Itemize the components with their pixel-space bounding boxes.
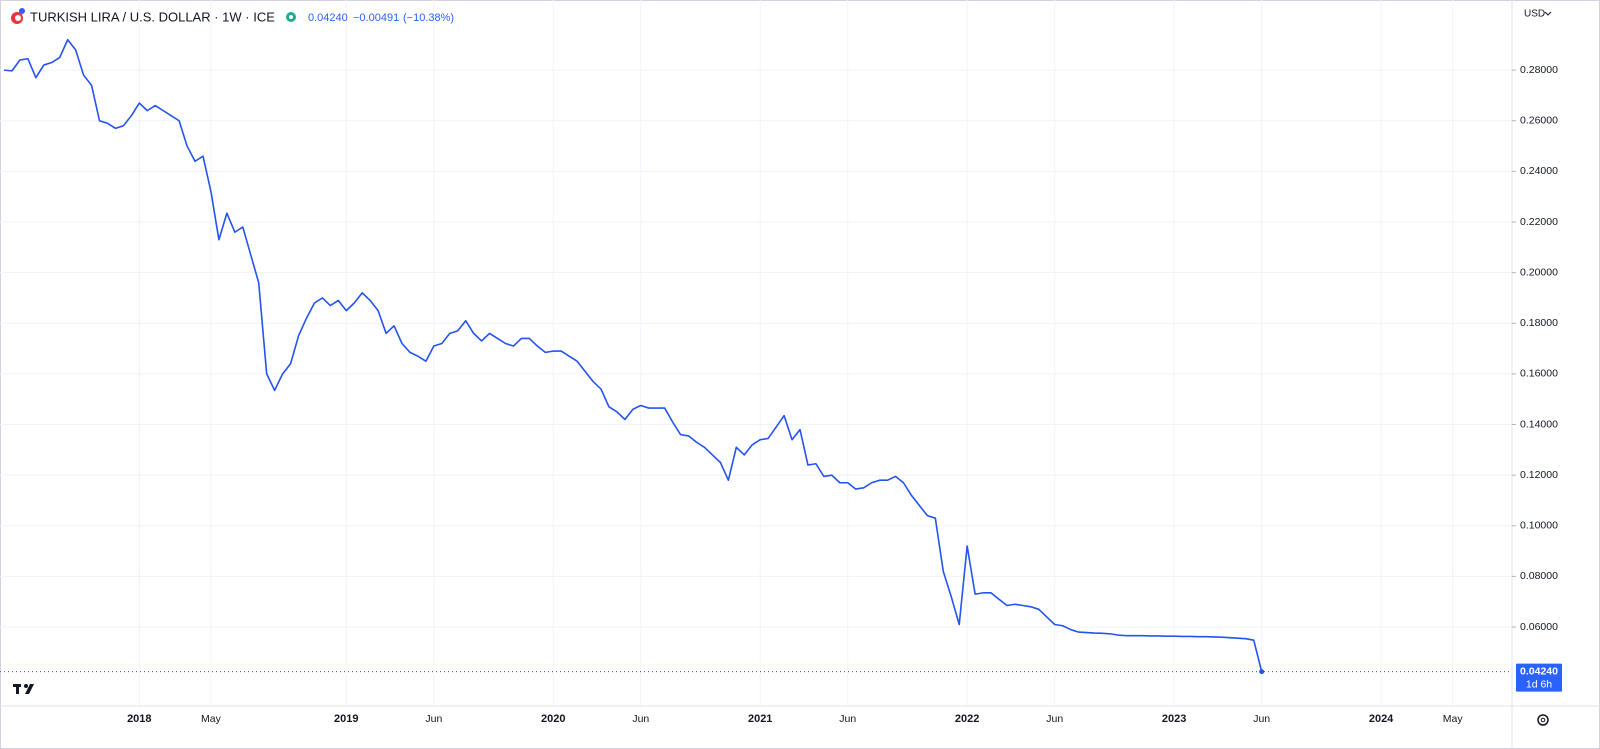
x-tick-label: 2024 xyxy=(1369,713,1394,725)
y-tick-label: 0.08000 xyxy=(1520,570,1558,582)
x-tick-label: Jun xyxy=(425,713,442,725)
header-price: 0.04240 xyxy=(308,12,348,24)
tv-logo xyxy=(13,684,34,694)
y-tick-label: 0.24000 xyxy=(1520,165,1558,177)
x-tick-label: 2019 xyxy=(334,713,358,725)
y-tick-label: 0.06000 xyxy=(1520,621,1558,633)
currency-caret[interactable] xyxy=(1544,11,1552,16)
symbol-logo xyxy=(11,8,25,24)
x-tick-label: 2021 xyxy=(748,713,772,725)
y-tick-label: 0.28000 xyxy=(1520,64,1558,76)
x-tick-label: Jun xyxy=(1253,713,1270,725)
grid xyxy=(0,0,1512,706)
x-tick-label: 2023 xyxy=(1162,713,1186,725)
countdown: 1d 6h xyxy=(1526,678,1552,690)
last-point xyxy=(1259,669,1265,675)
y-tick-label: 0.18000 xyxy=(1520,317,1558,329)
header-change: −0.00491 xyxy=(353,12,399,24)
y-tick-label: 0.26000 xyxy=(1520,115,1558,127)
x-tick-label: Jun xyxy=(839,713,856,725)
x-tick-label: Jun xyxy=(632,713,649,725)
price-label-box xyxy=(1516,663,1562,692)
currency[interactable]: USD xyxy=(1524,9,1545,20)
y-tick-label: 0.22000 xyxy=(1520,216,1558,228)
x-tick-label: 2022 xyxy=(955,713,979,725)
y-tick-label: 0.12000 xyxy=(1520,469,1558,481)
y-tick-label: 0.16000 xyxy=(1520,368,1558,380)
market-status-dot xyxy=(289,15,293,19)
price-line xyxy=(3,38,1263,672)
symbol-title: TURKISH LIRA / U.S. DOLLAR · 1W · ICE xyxy=(30,9,275,24)
x-tick-label: 2018 xyxy=(127,713,151,725)
y-tick-label: 0.20000 xyxy=(1520,266,1558,278)
header-change-pct: (−10.38%) xyxy=(403,12,454,24)
x-tick-label: 2020 xyxy=(541,713,565,725)
price-label: 0.04240 xyxy=(1520,665,1558,677)
x-tick-label: Jun xyxy=(1046,713,1063,725)
settings-icon[interactable] xyxy=(1537,714,1549,726)
x-tick-label: May xyxy=(201,713,222,725)
x-tick-label: May xyxy=(1443,713,1464,725)
y-tick-label: 0.14000 xyxy=(1520,418,1558,430)
y-tick-label: 0.10000 xyxy=(1520,520,1558,532)
